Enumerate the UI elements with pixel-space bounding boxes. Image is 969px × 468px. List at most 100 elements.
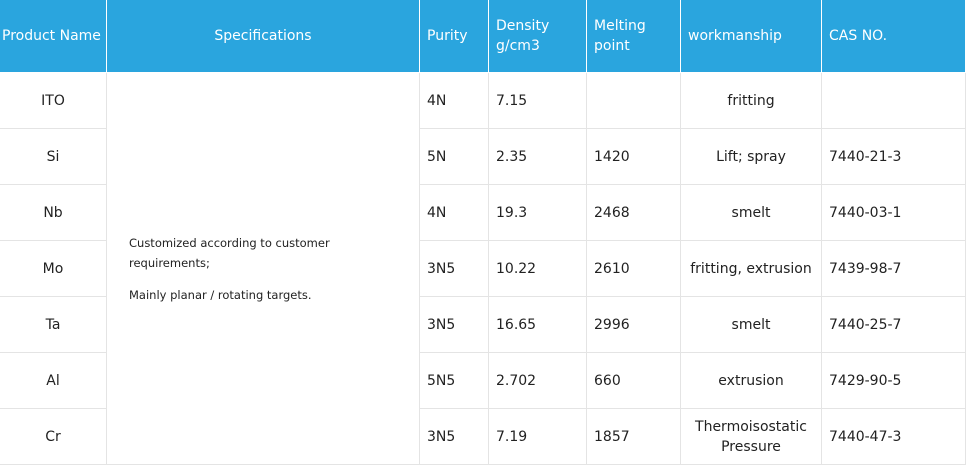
table-cell bbox=[587, 73, 681, 129]
cell-text: 19.3 bbox=[496, 204, 528, 221]
table-cell: 7440-25-7 bbox=[822, 297, 966, 353]
cell-text: 2610 bbox=[594, 260, 630, 277]
table-cell: 2468 bbox=[587, 185, 681, 241]
cell-text: 10.22 bbox=[496, 260, 537, 277]
cell-text: Product Name bbox=[2, 28, 101, 44]
cell-text: Si bbox=[46, 148, 60, 165]
cell-text: fritting bbox=[727, 92, 775, 109]
table-cell: smelt bbox=[681, 185, 822, 241]
cell-text: extrusion bbox=[718, 372, 784, 389]
table-cell: 2.702 bbox=[489, 353, 587, 409]
table-cell: 3N5 bbox=[420, 241, 489, 297]
cell-text: Mo bbox=[42, 260, 64, 277]
table-cell: 7429-90-5 bbox=[822, 353, 966, 409]
table-cell: 2996 bbox=[587, 297, 681, 353]
cell-text: 3N5 bbox=[427, 428, 456, 445]
table-cell: 10.22 bbox=[489, 241, 587, 297]
table-cell: 16.65 bbox=[489, 297, 587, 353]
cell-text: workmanship bbox=[688, 28, 782, 44]
table-cell: Lift; spray bbox=[681, 129, 822, 185]
table-cell: 5N bbox=[420, 129, 489, 185]
cell-text: 3N5 bbox=[427, 316, 456, 333]
table-cell: Mo bbox=[0, 241, 107, 297]
table-cell: 3N5 bbox=[420, 409, 489, 465]
table-cell bbox=[822, 73, 966, 129]
cell-text: 1420 bbox=[594, 148, 630, 165]
header-cell: Melting point bbox=[587, 0, 681, 73]
cell-text: Nb bbox=[43, 204, 63, 221]
table-cell: smelt bbox=[681, 297, 822, 353]
cell-text: Customized according to customer require… bbox=[129, 235, 330, 270]
table-cell: 2.35 bbox=[489, 129, 587, 185]
cell-text: CAS NO. bbox=[829, 28, 888, 44]
table-cell: 2610 bbox=[587, 241, 681, 297]
table-cell: extrusion bbox=[681, 353, 822, 409]
table-cell: Nb bbox=[0, 185, 107, 241]
header-cell: Density g/cm3 bbox=[489, 0, 587, 73]
header-cell: Product Name bbox=[0, 0, 107, 73]
cell-text: 2996 bbox=[594, 316, 630, 333]
table-cell: Thermoisostatic Pressure bbox=[681, 409, 822, 465]
cell-text: Cr bbox=[45, 428, 61, 445]
cell-text: 1857 bbox=[594, 428, 630, 445]
cell-text: 7.19 bbox=[496, 428, 528, 445]
table-cell: Al bbox=[0, 353, 107, 409]
header-cell: Specifications bbox=[107, 0, 420, 73]
cell-text: Ta bbox=[45, 316, 61, 333]
cell-text: 4N bbox=[427, 92, 447, 109]
cell-text: ITO bbox=[41, 92, 65, 109]
table-cell: Cr bbox=[0, 409, 107, 465]
header-cell: workmanship bbox=[681, 0, 822, 73]
cell-text: 2468 bbox=[594, 204, 630, 221]
table-cell: fritting, extrusion bbox=[681, 241, 822, 297]
cell-text: Al bbox=[46, 372, 60, 389]
table-cell: 7.15 bbox=[489, 73, 587, 129]
table-cell: Si bbox=[0, 129, 107, 185]
table-cell: 7440-21-3 bbox=[822, 129, 966, 185]
cell-text: 4N bbox=[427, 204, 447, 221]
cell-text: g/cm3 bbox=[496, 38, 540, 54]
cell-text: 5N bbox=[427, 148, 447, 165]
cell-text: 7440-47-3 bbox=[829, 428, 902, 445]
cell-text: 7440-03-1 bbox=[829, 204, 902, 221]
table-cell: 5N5 bbox=[420, 353, 489, 409]
table-cell: 7440-03-1 bbox=[822, 185, 966, 241]
cell-text: smelt bbox=[731, 204, 771, 221]
table-cell: fritting bbox=[681, 73, 822, 129]
cell-text: 2.702 bbox=[496, 372, 537, 389]
cell-text: 2.35 bbox=[496, 148, 528, 165]
cell-text: 5N5 bbox=[427, 372, 456, 389]
cell-text: 7440-25-7 bbox=[829, 316, 902, 333]
cell-text: 7440-21-3 bbox=[829, 148, 902, 165]
cell-text: 7439-98-7 bbox=[829, 260, 902, 277]
table-cell: ITO bbox=[0, 73, 107, 129]
cell-text: Thermoisostatic Pressure bbox=[695, 418, 807, 455]
cell-text: 7.15 bbox=[496, 92, 528, 109]
cell-text: 3N5 bbox=[427, 260, 456, 277]
table-cell: 1857 bbox=[587, 409, 681, 465]
table-cell: 7440-47-3 bbox=[822, 409, 966, 465]
cell-text: 7429-90-5 bbox=[829, 372, 902, 389]
cell-text: Purity bbox=[427, 28, 468, 44]
cell-text: fritting, extrusion bbox=[690, 260, 812, 277]
header-cell: CAS NO. bbox=[822, 0, 966, 73]
table-cell: 660 bbox=[587, 353, 681, 409]
table-cell: 4N bbox=[420, 185, 489, 241]
cell-text: 16.65 bbox=[496, 316, 537, 333]
cell-text: Mainly planar / rotating targets. bbox=[129, 287, 312, 302]
cell-text: Specifications bbox=[214, 28, 312, 44]
cell-text: 660 bbox=[594, 372, 621, 389]
table-cell: 7.19 bbox=[489, 409, 587, 465]
cell-text: Melting point bbox=[594, 18, 646, 54]
specifications-cell: Customized according to customer require… bbox=[107, 73, 420, 465]
cell-text: smelt bbox=[731, 316, 771, 333]
table-cell: 1420 bbox=[587, 129, 681, 185]
table-cell: 3N5 bbox=[420, 297, 489, 353]
cell-text: Lift; spray bbox=[716, 148, 786, 165]
header-cell: Purity bbox=[420, 0, 489, 73]
table-cell: 19.3 bbox=[489, 185, 587, 241]
cell-text: Density bbox=[496, 18, 550, 34]
table-cell: Ta bbox=[0, 297, 107, 353]
table-cell: 4N bbox=[420, 73, 489, 129]
